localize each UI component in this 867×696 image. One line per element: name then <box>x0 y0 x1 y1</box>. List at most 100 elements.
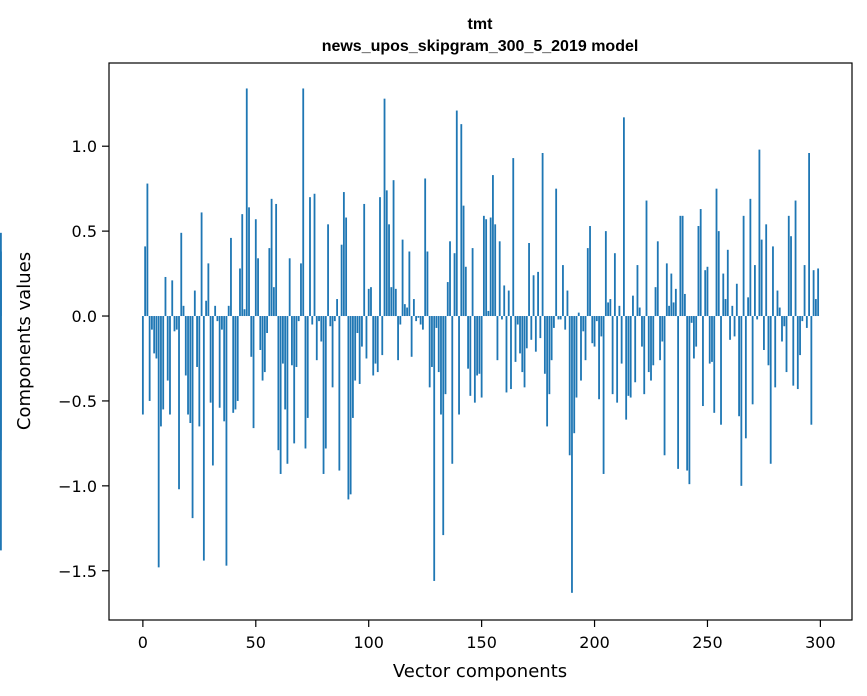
bar-2 <box>146 183 149 317</box>
bar-147 <box>473 316 476 403</box>
bar-93 <box>352 316 354 418</box>
bar-189 <box>568 316 571 456</box>
bar-115 <box>401 239 404 317</box>
bar-7 <box>157 316 160 568</box>
bar-271 <box>753 265 756 317</box>
x-ticks: 0 50 100 150 200 250 300 <box>138 620 836 652</box>
bar-111 <box>392 180 395 317</box>
bar-103 <box>374 316 377 364</box>
bar-223 <box>645 200 648 317</box>
bar-68 <box>295 316 298 367</box>
bar-182 <box>552 316 555 328</box>
bar-232 <box>665 263 668 317</box>
bar-298 <box>814 299 817 317</box>
bar-29 <box>207 263 210 317</box>
bar-54 <box>263 316 266 373</box>
bar-15 <box>175 316 178 330</box>
bar-194 <box>580 316 582 381</box>
bar-241 <box>686 316 689 471</box>
bar-224 <box>647 316 650 373</box>
y-ticks: −1.5 −1.0 −0.5 0.0 0.5 1.0 <box>58 137 109 581</box>
bar-118 <box>408 251 411 317</box>
bar-78 <box>318 316 320 322</box>
x-tick-label: 200 <box>579 633 610 652</box>
bar-275 <box>763 316 765 350</box>
bar-282 <box>778 307 781 317</box>
bar-288 <box>792 316 795 386</box>
bar-278 <box>769 316 772 464</box>
bar-290 <box>796 316 799 390</box>
bar-228 <box>656 241 659 317</box>
bar-152 <box>485 219 488 317</box>
bar-175 <box>537 271 539 317</box>
bar-12 <box>169 316 171 415</box>
bar-156 <box>494 224 497 317</box>
bar-34 <box>218 316 221 408</box>
x-tick-label: 250 <box>692 633 723 652</box>
bar-198 <box>589 226 591 317</box>
bar-18 <box>182 305 185 317</box>
bar-208 <box>611 316 614 395</box>
bar-215 <box>627 316 630 396</box>
bar-138 <box>453 253 456 317</box>
bar-95 <box>356 316 359 334</box>
bar-213 <box>623 117 625 317</box>
bar-60 <box>277 316 280 451</box>
bar-17 <box>180 232 183 317</box>
bar-257 <box>722 273 725 317</box>
bar-134 <box>444 316 447 395</box>
bar-221 <box>641 316 643 347</box>
bar-140 <box>458 316 460 415</box>
bar-37 <box>225 316 228 566</box>
bar-296 <box>810 316 813 425</box>
bar-202 <box>598 316 600 400</box>
bar-41 <box>234 316 237 410</box>
bar-104 <box>376 316 379 373</box>
bar-249 <box>704 270 707 317</box>
bar-102 <box>372 316 375 376</box>
bar-171 <box>528 243 530 317</box>
bar-262 <box>733 316 736 337</box>
bar-286 <box>787 215 790 317</box>
bar-166 <box>516 316 519 325</box>
bar-128 <box>431 316 433 367</box>
plot-area-frame <box>108 62 853 621</box>
bar-292 <box>801 316 804 322</box>
x-tick-label: 150 <box>466 633 497 652</box>
bar-65 <box>288 258 291 317</box>
bar-179 <box>546 316 549 427</box>
bar-263 <box>735 283 738 317</box>
bar-155 <box>492 175 494 317</box>
bar-264 <box>738 316 740 417</box>
bar-43 <box>239 268 241 317</box>
bar-250 <box>706 266 709 317</box>
bar-14 <box>173 316 176 332</box>
bar-137 <box>451 316 454 464</box>
bar-132 <box>440 316 442 415</box>
bar-62 <box>281 316 284 364</box>
bar-84 <box>331 316 334 388</box>
bar-9 <box>162 316 165 410</box>
bar-190 <box>571 316 573 593</box>
bar-274 <box>760 239 763 317</box>
bar-210 <box>616 316 619 403</box>
bar-291 <box>799 316 801 356</box>
bar-109 <box>388 224 390 317</box>
bar-181 <box>550 316 553 361</box>
bar-22 <box>191 316 194 519</box>
bar-16 <box>178 316 180 490</box>
bar-26 <box>200 212 203 317</box>
bar-87 <box>338 316 341 471</box>
bar-246 <box>697 226 700 317</box>
bar-237 <box>677 316 680 469</box>
bar-19 <box>184 316 187 376</box>
bar-279 <box>772 246 774 317</box>
bar-209 <box>613 253 616 317</box>
bar-187 <box>564 316 567 330</box>
bar-160 <box>503 285 506 317</box>
bar-89 <box>342 192 345 317</box>
bar-158 <box>498 241 501 317</box>
bar-186 <box>562 265 564 317</box>
bar-45 <box>243 309 246 317</box>
bar-284 <box>783 316 786 327</box>
